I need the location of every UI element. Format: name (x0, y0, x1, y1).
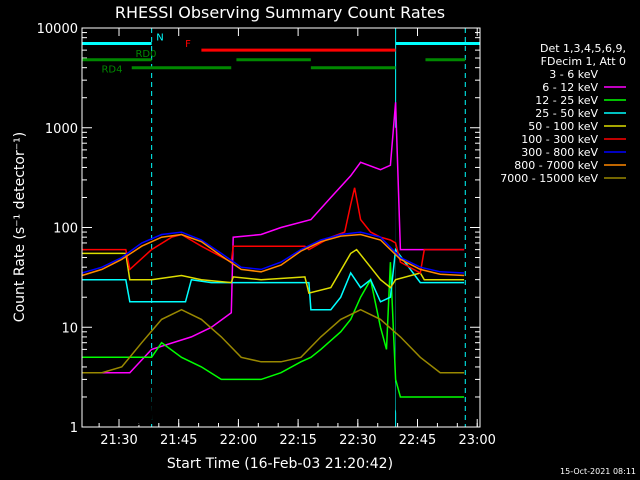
flag-label-rd4: RD4 (101, 65, 122, 76)
series-line (82, 308, 465, 374)
legend-header-line: Det 1,3,4,5,6,9, (540, 42, 626, 55)
legend-label: 6 - 12 keV (542, 81, 598, 94)
legend-label: 800 - 7000 keV (514, 159, 598, 172)
plot-frame (81, 27, 481, 428)
y-tick-label: 10000 (37, 22, 78, 37)
chart-title: RHESSI Observing Summary Count Rates (115, 3, 445, 22)
series-line (82, 102, 465, 374)
y-tick-label: 100 (53, 222, 78, 237)
y-tick-label: 1 (70, 421, 78, 436)
legend-label: 25 - 50 keV (535, 107, 598, 120)
observing-flags: N F RD0 RD4 (82, 32, 480, 76)
x-axis-label: Start Time (16-Feb-03 21:20:42) (167, 456, 393, 472)
x-tick-label: 22:00 (220, 433, 257, 448)
x-tick-label: 21:45 (160, 433, 197, 448)
x-tick-label: 21:30 (100, 433, 137, 448)
x-tick-label: 23:00 (458, 433, 495, 448)
series-line (82, 262, 465, 398)
axis-ticks: 21:30 21:45 22:00 22:15 22:30 22:45 23:00 1 10 10… (37, 22, 496, 448)
series-line (81, 231, 465, 274)
series-line (82, 248, 465, 295)
legend-header-line: FDecim 1, Att 0 (541, 55, 626, 68)
flag-label-f: F (185, 39, 191, 50)
flag-label-rd0: RD0 (135, 49, 156, 60)
y-tick-label: 10 (61, 321, 78, 336)
legend-label: 12 - 25 keV (535, 94, 598, 107)
series-line (82, 127, 465, 429)
timestamp: 15-Oct-2021 08:11 (560, 467, 636, 476)
x-tick-label: 22:15 (279, 433, 316, 448)
legend-label: 7000 - 15000 keV (500, 172, 598, 185)
x-tick-label: 22:45 (399, 433, 436, 448)
x-tick-label: 22:30 (339, 433, 376, 448)
series-line (82, 247, 465, 311)
series-line (81, 233, 465, 277)
legend-label: 100 - 300 keV (521, 133, 598, 146)
legend-label: 3 - 6 keV (549, 68, 598, 81)
flag-label-n: N (156, 32, 163, 43)
legend-label: 300 - 800 keV (521, 146, 598, 159)
legend-label: 50 - 100 keV (528, 120, 598, 133)
series-lines (81, 102, 465, 429)
legend-header: Det 1,3,4,5,6,9,FDecim 1, Att 0 (540, 42, 626, 68)
y-axis-label: Count Rate (s⁻¹ detector⁻¹) (12, 132, 28, 322)
y-tick-label: 1000 (45, 122, 78, 137)
